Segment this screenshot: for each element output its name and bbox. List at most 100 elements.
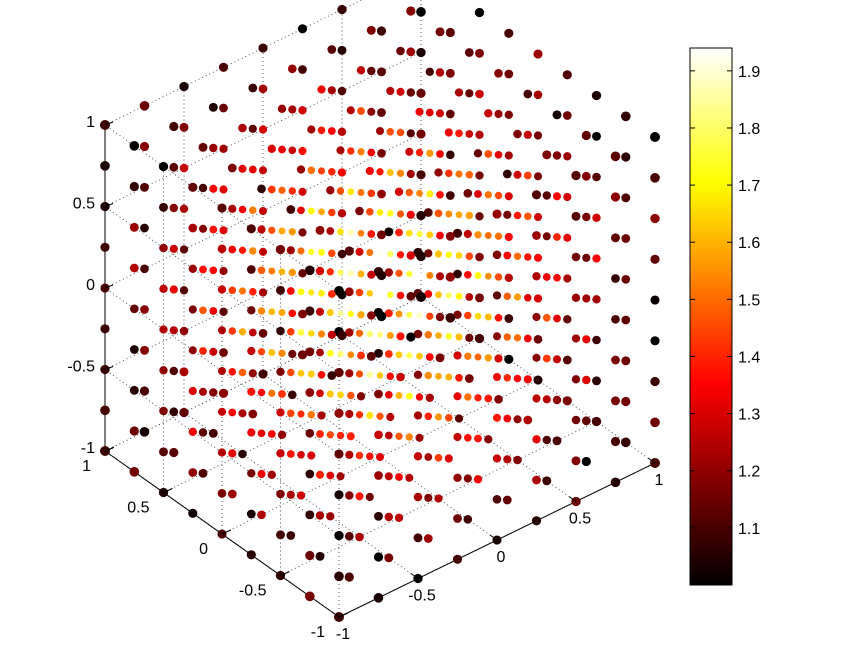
data-point [337, 127, 347, 136]
data-point [139, 100, 150, 111]
data-point [474, 312, 482, 320]
x-tick-label: 1 [655, 472, 664, 489]
data-point [327, 45, 337, 54]
data-point [326, 431, 334, 439]
data-point [504, 151, 513, 160]
data-point [307, 125, 316, 134]
data-point [248, 124, 257, 133]
data-point [453, 432, 462, 442]
data-point [504, 273, 513, 282]
data-point [357, 270, 365, 278]
data-point [426, 190, 434, 198]
data-point [415, 393, 424, 401]
data-point [621, 274, 631, 284]
data-point [355, 492, 364, 501]
data-point [563, 274, 572, 283]
data-point [219, 226, 228, 235]
data-point [563, 192, 572, 202]
data-point [376, 372, 384, 379]
grid-line-floor-y [163, 338, 480, 493]
data-point [386, 412, 395, 422]
data-point [366, 330, 373, 338]
data-point [473, 149, 483, 158]
data-point [463, 514, 473, 524]
data-point [247, 306, 256, 315]
data-point [179, 286, 189, 295]
data-point [219, 266, 228, 276]
data-point [492, 332, 502, 341]
data-point [169, 121, 179, 132]
data-point [355, 288, 364, 297]
data-point [355, 411, 364, 419]
data-point [337, 4, 347, 15]
data-point [268, 389, 276, 397]
data-point [198, 183, 208, 193]
data-point [650, 336, 660, 346]
z-tick-mark [104, 203, 114, 207]
data-point [592, 131, 601, 141]
data-point [435, 272, 445, 281]
data-point [305, 428, 315, 438]
data-point [297, 24, 308, 34]
data-point [315, 307, 325, 316]
data-point [374, 471, 383, 480]
data-point [533, 49, 543, 59]
data-point [376, 26, 387, 36]
x-tick-mark [568, 496, 577, 502]
z-tick-mark [104, 366, 114, 370]
data-point [139, 141, 150, 152]
data-point [533, 90, 543, 100]
data-point [504, 69, 514, 79]
data-point [444, 128, 453, 137]
y-tick-label: 0 [199, 541, 208, 558]
data-point [435, 372, 442, 380]
data-point [227, 489, 237, 499]
data-point [347, 229, 354, 236]
data-point [620, 437, 631, 448]
data-point [475, 293, 484, 303]
data-point [474, 353, 482, 361]
data-point [345, 409, 354, 419]
data-point [347, 188, 355, 196]
data-point [582, 294, 591, 303]
data-point [247, 428, 256, 437]
data-point [179, 122, 189, 132]
data-point [377, 189, 386, 199]
data-point [218, 62, 229, 72]
data-point [159, 406, 168, 416]
data-point [278, 227, 286, 235]
data-point [552, 395, 562, 405]
data-point [257, 307, 266, 315]
data-point [445, 169, 453, 178]
data-point [249, 206, 257, 215]
data-point [217, 448, 227, 457]
data-point [326, 512, 335, 521]
data-point [394, 513, 404, 522]
y-tick-label: 0.5 [127, 500, 149, 517]
data-point [337, 391, 344, 399]
data-point [199, 265, 207, 274]
data-point [492, 413, 502, 422]
data-point [474, 394, 482, 402]
data-point [238, 287, 247, 295]
data-point [406, 129, 415, 138]
data-point [396, 46, 405, 56]
data-point [366, 412, 374, 419]
data-point [552, 151, 562, 160]
x-tick-label: -1 [336, 626, 350, 643]
data-point [475, 130, 484, 139]
data-point [268, 308, 276, 316]
data-point [307, 370, 315, 378]
data-point [513, 334, 522, 342]
x-tick-mark [331, 611, 340, 618]
data-point [384, 268, 394, 277]
data-point [464, 393, 472, 401]
data-point [513, 293, 522, 301]
data-point [327, 330, 336, 339]
data-point [395, 392, 403, 399]
data-point [474, 272, 482, 279]
data-point [416, 230, 423, 238]
data-point [582, 375, 591, 385]
data-point [336, 431, 345, 440]
data-point [326, 186, 335, 195]
